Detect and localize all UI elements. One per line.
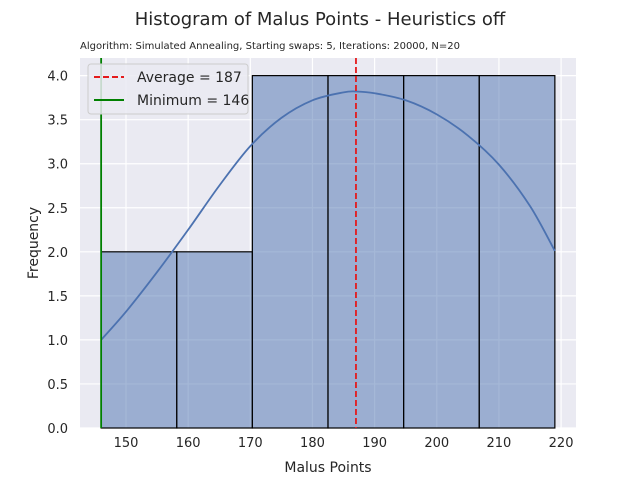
y-axis-label: Frequency	[26, 207, 42, 279]
x-tick-label: 180	[300, 436, 325, 451]
legend-label-average: Average = 187	[137, 70, 242, 86]
y-tick-label: 0.5	[47, 378, 68, 393]
x-tick-label: 220	[549, 436, 574, 451]
histogram-bar	[100, 251, 178, 429]
kde-curve	[100, 90, 556, 341]
x-axis-label: Malus Points	[284, 460, 371, 476]
legend: Average = 187 Minimum = 146	[87, 63, 249, 115]
y-tick-label: 2.0	[47, 246, 68, 261]
y-tick-label: 2.5	[47, 202, 68, 217]
histogram-bar	[251, 75, 329, 429]
chart-subtitle: Algorithm: Simulated Annealing, Starting…	[80, 41, 460, 52]
x-tick-label: 160	[176, 436, 201, 451]
x-tick-label: 210	[487, 436, 512, 451]
legend-box	[87, 63, 249, 115]
x-tick-label: 150	[114, 436, 139, 451]
histogram-bar	[327, 75, 405, 429]
y-tick-label: 1.0	[47, 334, 68, 349]
y-tick-label: 1.5	[47, 290, 68, 305]
legend-label-minimum: Minimum = 146	[137, 93, 249, 109]
x-tick-label: 200	[424, 436, 449, 451]
histogram-bar	[478, 75, 556, 429]
x-tick-label: 190	[362, 436, 387, 451]
y-axis-ticks: 0.0 0.5 1.0 1.5 2.0 2.5 3.0 3.5 4.0	[47, 70, 68, 437]
x-tick-label: 170	[238, 436, 263, 451]
y-tick-label: 4.0	[47, 70, 68, 85]
y-tick-label: 3.0	[47, 158, 68, 173]
y-tick-label: 3.5	[47, 114, 68, 129]
reference-lines	[100, 58, 357, 428]
x-axis-ticks: 150 160 170 180 190 200 210 220	[114, 436, 574, 451]
chart-title: Histogram of Malus Points - Heuristics o…	[135, 9, 506, 30]
y-tick-label: 0.0	[47, 422, 68, 437]
histogram-bars	[100, 75, 556, 429]
histogram-bar	[403, 75, 480, 429]
histogram-bar	[176, 251, 253, 429]
